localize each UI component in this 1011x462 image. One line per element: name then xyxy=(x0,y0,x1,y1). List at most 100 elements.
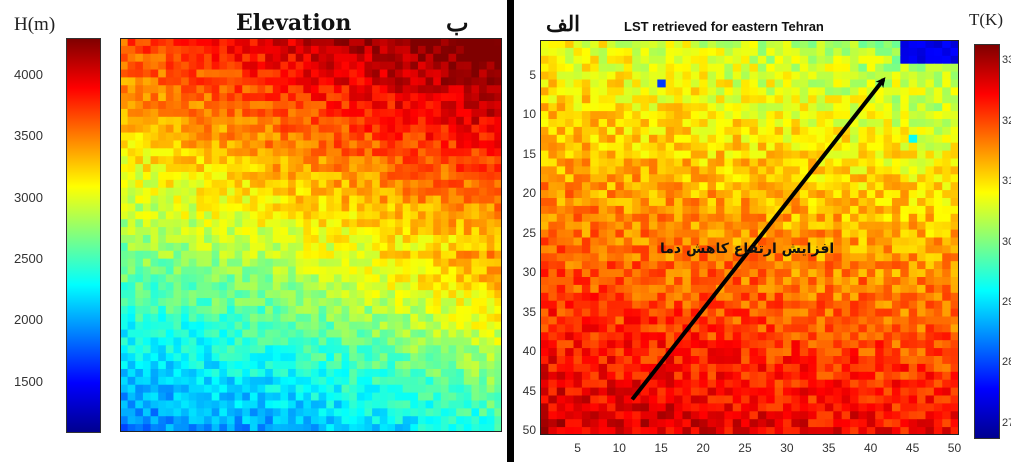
heat-cell xyxy=(540,308,549,318)
heat-cell xyxy=(757,261,767,270)
heat-cell xyxy=(326,361,335,370)
heat-cell xyxy=(127,361,136,370)
heat-cell xyxy=(417,211,427,220)
heat-cell xyxy=(799,277,809,286)
heat-cell xyxy=(181,171,190,181)
heat-cell xyxy=(732,119,742,128)
heat-cell xyxy=(590,395,600,404)
heat-cell xyxy=(257,235,266,244)
heat-cell xyxy=(707,221,717,231)
heat-cell xyxy=(333,61,343,71)
heat-cell xyxy=(417,424,427,432)
heat-cell xyxy=(749,269,759,278)
heat-cell xyxy=(657,395,667,404)
heat-cell xyxy=(395,148,404,157)
heat-cell xyxy=(181,235,190,244)
heat-cell xyxy=(188,353,197,362)
heat-cell xyxy=(211,101,220,110)
heat-cell xyxy=(440,140,450,149)
heat-cell xyxy=(657,363,667,373)
heat-cell xyxy=(471,116,480,126)
heat-cell xyxy=(548,419,558,428)
heat-cell xyxy=(556,198,566,207)
heat-cell xyxy=(127,187,136,197)
heat-cell xyxy=(150,337,159,346)
heat-cell xyxy=(875,174,885,183)
heat-cell xyxy=(632,213,642,223)
heat-cell xyxy=(204,132,213,142)
heat-cell xyxy=(433,242,442,252)
heat-cell xyxy=(707,261,717,270)
heat-cell xyxy=(565,403,575,412)
heat-cell xyxy=(548,158,558,167)
heat-cell xyxy=(665,237,675,246)
heat-cell xyxy=(433,424,442,432)
heat-cell xyxy=(866,182,876,191)
heat-cell xyxy=(272,329,282,339)
heat-cell xyxy=(372,424,381,432)
heat-cell xyxy=(757,182,767,191)
heat-cell xyxy=(640,198,650,207)
heat-cell xyxy=(690,174,700,183)
heat-cell xyxy=(925,47,935,57)
heat-cell xyxy=(540,190,549,199)
heat-cell xyxy=(623,198,633,207)
heat-cell xyxy=(581,245,591,254)
heat-cell xyxy=(387,164,396,173)
heat-cell xyxy=(333,108,343,118)
heat-cell xyxy=(417,266,427,275)
heat-cell xyxy=(379,53,388,63)
heat-cell xyxy=(749,395,759,404)
heat-cell xyxy=(165,290,175,299)
heat-cell xyxy=(448,235,457,244)
heat-cell xyxy=(791,308,801,318)
heat-cell xyxy=(448,384,457,394)
heat-cell xyxy=(379,258,388,268)
heat-cell xyxy=(226,258,236,268)
heat-cell xyxy=(433,235,442,244)
heat-cell xyxy=(372,242,381,252)
heat-cell xyxy=(295,384,304,394)
heat-cell xyxy=(749,119,759,128)
heat-cell xyxy=(219,179,228,189)
heat-cell xyxy=(333,384,343,394)
heat-cell xyxy=(303,61,312,71)
heat-cell xyxy=(724,332,734,341)
heat-cell xyxy=(791,174,801,183)
heat-cell xyxy=(615,245,625,254)
heat-cell xyxy=(471,124,480,134)
heat-cell xyxy=(173,164,182,173)
heat-cell xyxy=(774,419,784,428)
heat-cell xyxy=(623,158,633,167)
heat-cell xyxy=(850,363,860,373)
heat-cell xyxy=(242,61,251,71)
heat-cell xyxy=(242,85,251,94)
heat-cell xyxy=(272,61,282,71)
heat-cell xyxy=(741,340,751,349)
heat-cell xyxy=(433,298,442,307)
heat-cell xyxy=(715,205,725,215)
heat-cell xyxy=(204,408,213,417)
heat-cell xyxy=(623,284,633,294)
heat-cell xyxy=(135,219,144,228)
heat-cell xyxy=(540,356,549,365)
heat-cell xyxy=(395,140,404,149)
heat-cell xyxy=(448,195,457,205)
heat-cell xyxy=(841,166,851,175)
heat-cell xyxy=(858,277,868,286)
heat-cell xyxy=(234,305,243,315)
heat-cell xyxy=(341,124,350,134)
heat-cell xyxy=(417,148,427,157)
heat-cell xyxy=(364,124,373,134)
heat-cell xyxy=(598,95,608,104)
heat-cell xyxy=(463,290,473,299)
heat-cell xyxy=(280,77,289,86)
heat-cell xyxy=(640,340,650,349)
heat-cell xyxy=(607,403,617,412)
heat-cell xyxy=(690,134,700,144)
heat-cell xyxy=(211,392,220,402)
heat-cell xyxy=(565,245,575,254)
heat-cell xyxy=(242,124,251,134)
heat-cell xyxy=(850,371,860,381)
heat-cell xyxy=(395,124,404,134)
